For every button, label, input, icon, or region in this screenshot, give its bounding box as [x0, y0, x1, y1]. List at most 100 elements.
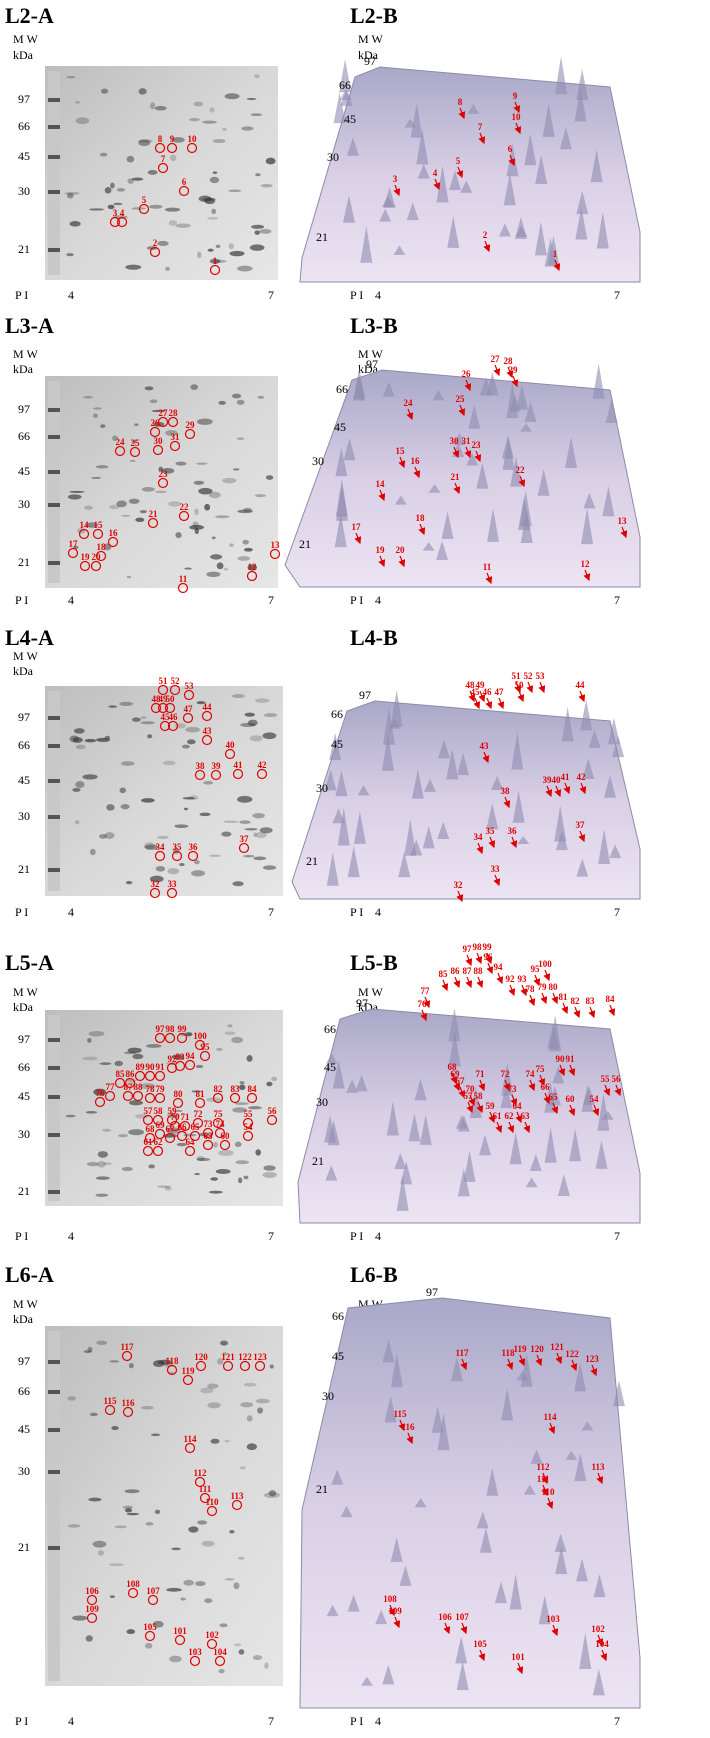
gel-spot — [255, 1149, 262, 1156]
gel-spot — [91, 476, 102, 479]
surface-peak — [552, 1066, 565, 1084]
gel-spot — [262, 865, 277, 870]
spot-circle — [144, 1630, 156, 1642]
spot-label: 15 — [94, 520, 104, 530]
spot-circle — [194, 1039, 206, 1051]
gel-spot — [265, 157, 276, 165]
spot-label: 5 — [142, 195, 147, 205]
mw-marker: 21 — [316, 230, 328, 244]
spot-circle — [179, 1120, 191, 1132]
gel-spot — [253, 832, 258, 838]
pi-end: 7 — [614, 593, 620, 607]
spot-arrow — [596, 1634, 604, 1647]
spot-arrow — [551, 992, 559, 1005]
spot-circle — [178, 185, 190, 197]
surface-peak — [410, 103, 423, 138]
spot-label: 14 — [80, 520, 90, 530]
gel-spot — [191, 870, 206, 877]
pi-end: 7 — [268, 1229, 274, 1243]
surface-peak — [436, 540, 449, 560]
gel-spot — [198, 1132, 211, 1137]
gel-spot — [189, 524, 205, 530]
gel-spot — [128, 1363, 134, 1369]
spot-label: 66 — [178, 1122, 188, 1132]
spot-label: 67 — [456, 1076, 466, 1086]
gel-spot — [194, 508, 199, 516]
spot-circle — [169, 1120, 181, 1132]
spot-label: 36 — [189, 842, 199, 852]
marker-band — [48, 716, 60, 720]
surface-peak — [360, 1676, 373, 1686]
gel-spot — [232, 468, 240, 471]
surface-peak — [509, 1573, 522, 1610]
spot-label: 30 — [450, 436, 460, 446]
spot-label: 68 — [448, 1062, 458, 1072]
mw-marker: 30 — [316, 1095, 328, 1109]
gel-image — [45, 1326, 283, 1686]
spot-label: 88 — [474, 966, 484, 976]
gel-spot — [72, 1615, 88, 1621]
spot-label: 16 — [109, 528, 119, 538]
mw-marker: 21 — [18, 862, 30, 876]
spot-circle — [157, 162, 169, 174]
spot-arrow — [354, 532, 362, 545]
surface-peak — [576, 1558, 589, 1582]
spot-arrow — [578, 830, 586, 843]
spot-label: 11 — [179, 574, 188, 584]
spot-label: 109 — [388, 1606, 402, 1616]
surface-peak — [478, 1134, 491, 1156]
gel-spot — [257, 395, 265, 399]
spot-arrow — [535, 1354, 543, 1367]
spot-label: 107 — [455, 1612, 469, 1622]
surface-peak — [559, 127, 572, 150]
gel-spot — [254, 832, 267, 839]
spot-label: 87 — [463, 966, 473, 976]
gel-spot — [228, 189, 242, 193]
spot-label: 44 — [203, 702, 213, 712]
surface-peak — [565, 1450, 578, 1460]
gel-spot — [180, 1597, 186, 1601]
spot-arrow — [388, 1604, 396, 1617]
mw-marker: 21 — [18, 242, 30, 256]
gel-spot — [92, 1540, 107, 1548]
spot-arrow — [378, 555, 386, 568]
spot-arrow — [485, 952, 493, 965]
spot-arrow — [443, 1622, 451, 1635]
gel-spot — [104, 735, 111, 740]
mw-label: M W — [358, 347, 383, 361]
gel-spot — [255, 698, 270, 703]
spot-label: 79 — [156, 1084, 166, 1094]
gel-spot — [231, 393, 242, 399]
gel-spot — [111, 1425, 119, 1431]
spot-circle — [157, 416, 169, 428]
spot-circle — [222, 1360, 234, 1372]
gel-spot — [125, 264, 142, 270]
gel-spot — [244, 828, 258, 831]
mw-marker: 21 — [18, 1540, 30, 1554]
spot-label: 85 — [439, 969, 449, 979]
gel-spot — [215, 515, 230, 519]
spot-label: 74 — [526, 1069, 536, 1079]
surface-peak — [509, 1132, 522, 1165]
surface-peak — [324, 769, 337, 791]
surface-peak — [388, 718, 401, 729]
kda-label: kDa — [13, 362, 34, 376]
spot-label: 110 — [205, 1497, 219, 1507]
mw-marker: 45 — [332, 1349, 344, 1363]
marker-band — [48, 503, 60, 507]
spot-label: 29 — [509, 365, 519, 375]
gel-spot — [162, 760, 176, 766]
mw-marker: 66 — [18, 1384, 30, 1398]
spot-label: 47 — [495, 687, 505, 697]
spot-circle — [152, 1114, 164, 1126]
spot-circle — [67, 547, 79, 559]
gel-spot — [207, 217, 219, 220]
spot-label: 6 — [508, 144, 513, 154]
gel-spot — [95, 1193, 109, 1197]
spot-label: 20 — [396, 545, 406, 555]
surface-peak — [343, 438, 356, 461]
spot-arrow — [452, 446, 460, 459]
marker-band — [48, 435, 60, 439]
spot-arrow — [475, 952, 483, 965]
gel-spot — [259, 827, 273, 834]
